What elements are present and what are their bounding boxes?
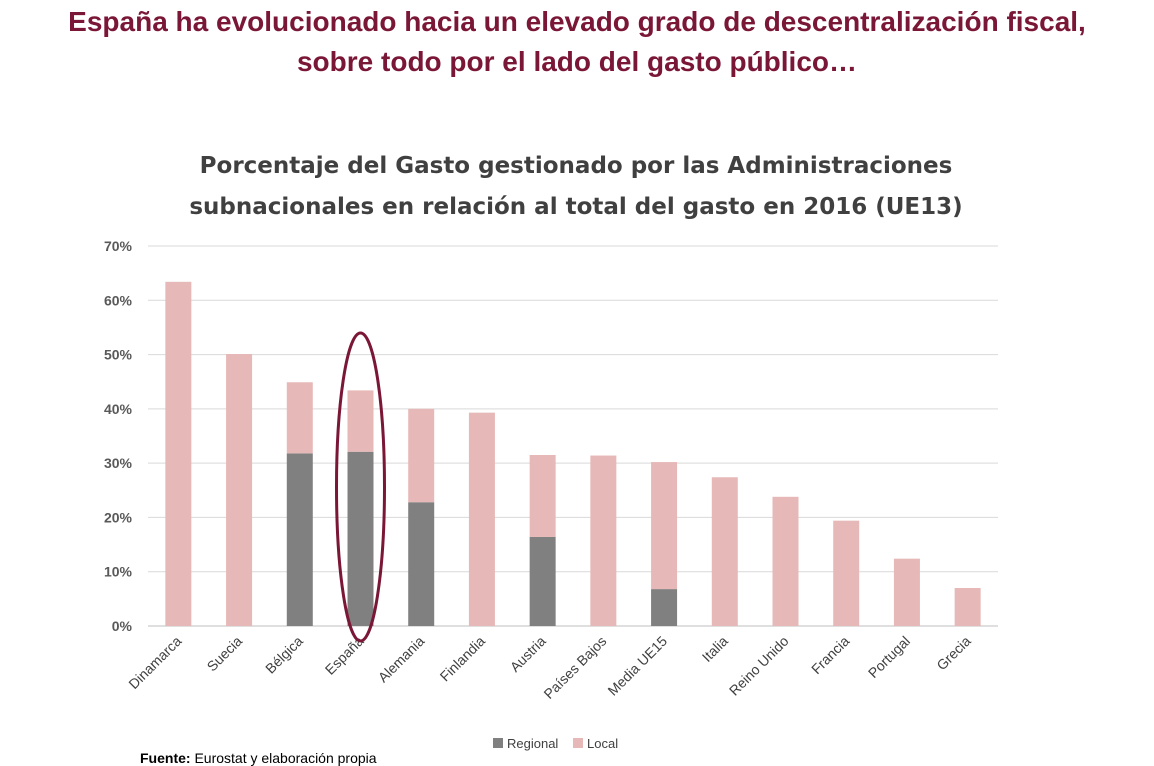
y-axis-ticks: 0% 10% 20% 30% 40% 50% 60% 70% [104,238,133,634]
x-tick-label: Austria [507,633,549,675]
bar-local [529,455,556,537]
bar-local [165,281,192,626]
legend-swatch [493,738,503,748]
bar-local [286,382,313,454]
bar-local [893,558,920,626]
bar-local [408,408,435,503]
y-tick-label: 30% [104,455,133,471]
x-tick-label: España [322,633,367,678]
legend-swatch [573,738,583,748]
bar-regional [347,451,374,626]
x-tick-label: Finlandia [437,633,489,685]
bars [165,281,981,626]
x-tick-label: Francia [808,633,852,677]
highlight-ellipse [335,331,386,643]
source-note: Fuente: Eurostat y elaboración propia [140,750,377,766]
x-tick-label: Grecia [933,633,974,674]
bar-local [651,462,678,590]
gridlines [148,245,998,627]
x-tick-label: Dinamarca [125,633,184,692]
slide-title-line-2: sobre todo por el lado del gasto público… [296,46,858,77]
source-text: Eurostat y elaboración propia [194,750,377,766]
x-tick-label: Portugal [865,633,913,681]
y-tick-label: 20% [104,509,133,525]
source-label: Fuente: [140,750,191,766]
legend-label: Local [587,736,618,751]
legend-label: Regional [507,736,558,751]
y-tick-label: 70% [104,238,133,254]
bar-local [833,520,860,626]
bar-regional [529,536,556,626]
x-tick-label: Bélgica [262,633,306,677]
chart-title-line-1: Porcentaje del Gasto gestionado por las … [200,153,953,179]
y-tick-label: 0% [112,618,133,634]
bar-local [347,390,374,452]
legend: Regional Local [493,736,618,751]
x-tick-label: Italia [699,633,731,665]
x-tick-label: Media UE15 [604,633,670,699]
bar-regional [651,589,678,626]
y-tick-label: 40% [104,401,133,417]
bar-regional [408,502,435,626]
bar-local [590,455,617,626]
slide-title-line-1: España ha evolucionado hacia un elevado … [68,6,1086,37]
bar-local [772,496,799,626]
bar-local [226,354,253,626]
highlight [335,331,386,643]
y-tick-label: 50% [104,347,133,363]
chart-title-line-2: subnacionales en relación al total del g… [189,194,962,220]
bar-local [468,412,495,626]
bar-local [711,477,738,626]
y-tick-label: 10% [104,564,133,580]
x-axis-labels: Dinamarca Suecia Bélgica España Alemania Finl… [125,633,974,702]
slide-title: España ha evolucionado hacia un elevado … [0,2,1154,82]
bar-local [954,588,981,626]
x-tick-label: Alemania [375,633,428,686]
bar-regional [286,453,313,626]
x-tick-label: Suecia [204,633,246,675]
y-tick-label: 60% [104,292,133,308]
x-tick-label: Reino Unido [726,633,792,699]
x-tick-label: Países Bajos [540,633,609,702]
